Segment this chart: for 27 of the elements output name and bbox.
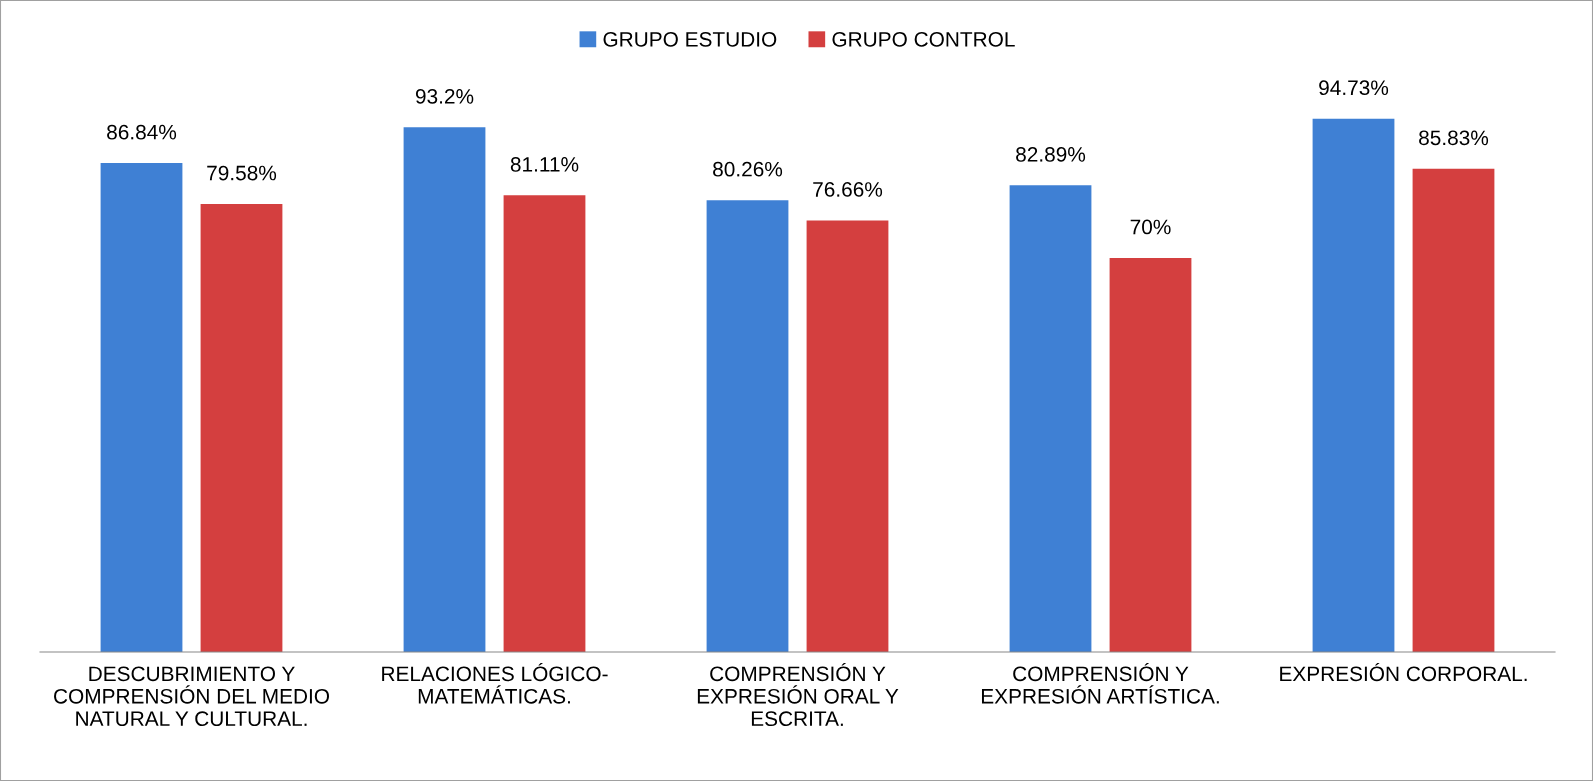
x-tick-label: RELACIONES LÓGICO- MATEMÁTICAS. — [382, 662, 608, 704]
bar — [100, 163, 183, 652]
data-label: 86.84% — [107, 124, 177, 140]
bar — [1109, 257, 1192, 652]
data-label: 81.11% — [510, 157, 579, 172]
x-tick-label: EXPRESIÓN CORPORAL. — [1280, 662, 1527, 682]
x-tick-label: DESCUBRIMIENTO Y COMPRENSIÓN DEL MEDIO NATURAL Y CULTURAL. — [54, 666, 330, 727]
data-label: 79.58% — [207, 165, 277, 181]
bar — [1009, 185, 1092, 652]
bar — [1312, 118, 1395, 652]
data-label: 93.2% — [415, 88, 474, 104]
bar — [1412, 168, 1495, 652]
bar — [503, 195, 586, 652]
x-tick-label: COMPRENSIÓN Y EXPRESIÓN ARTÍSTICA. — [981, 662, 1219, 704]
data-label: 85.83% — [1419, 130, 1489, 146]
bar — [706, 200, 789, 652]
data-label: 80.26% — [713, 161, 783, 177]
legend-label: GRUPO ESTUDIO — [603, 31, 777, 47]
data-label: 82.89% — [1016, 147, 1086, 162]
bar — [806, 220, 889, 652]
data-label: 76.66% — [813, 182, 883, 197]
x-tick-label: COMPRENSIÓN Y EXPRESIÓN ORAL Y ESCRITA. — [697, 662, 899, 727]
data-label: 94.73% — [1319, 80, 1389, 96]
data-label: 70% — [1130, 219, 1171, 235]
bar — [403, 127, 486, 652]
bar — [200, 203, 283, 652]
legend-label: GRUPO CONTROL — [832, 31, 1015, 47]
